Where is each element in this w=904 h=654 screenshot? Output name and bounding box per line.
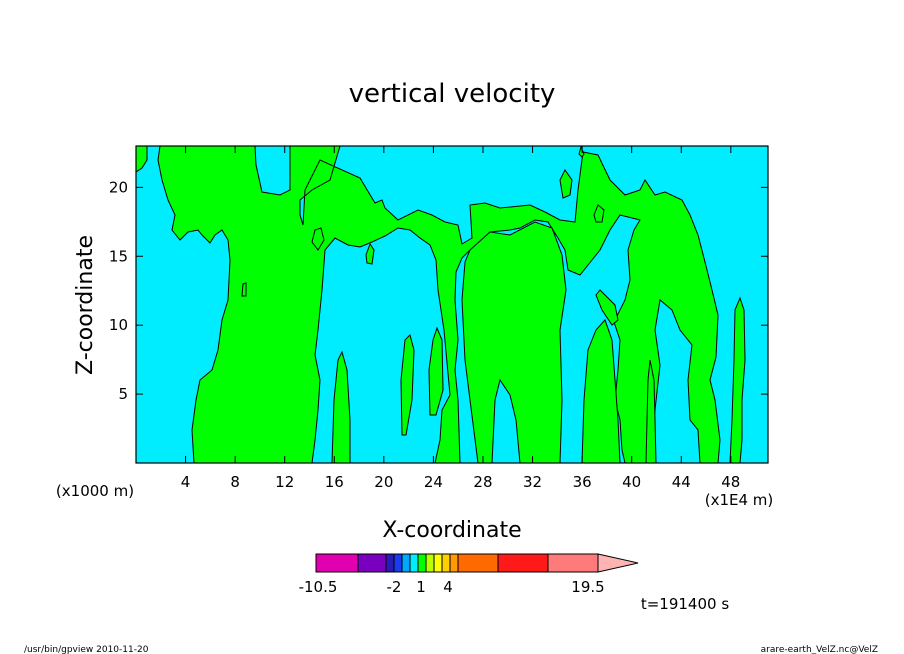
updraft-region: [729, 296, 746, 463]
updraft-region: [581, 319, 621, 463]
colorbar-swatch: [441, 553, 451, 573]
updraft-region: [595, 289, 619, 326]
colorbar-labels: -10.5 -2 1 4 19.5: [299, 578, 605, 596]
colorbar-swatch: [433, 553, 443, 573]
colorbar: [315, 553, 639, 573]
x-tick-label: 8: [230, 473, 240, 491]
y-axis-label: Z-coordinate: [73, 235, 98, 375]
updraft-region: [157, 146, 721, 463]
y-tick-label: 5: [118, 385, 128, 403]
colorbar-swatch: [409, 553, 419, 573]
x-tick-label: 36: [573, 473, 592, 491]
y-tick-label: 20: [109, 178, 128, 196]
colorbar-swatch: [449, 553, 459, 573]
x-tick-label: 24: [424, 473, 443, 491]
colorbar-label: 19.5: [571, 578, 604, 596]
footer-right: arare-earth_VelZ.nc@VelZ: [761, 645, 878, 654]
x-tick-label: 20: [374, 473, 393, 491]
updraft-region: [311, 227, 325, 251]
colorbar-label: 1: [416, 578, 426, 596]
updraft-region: [593, 204, 605, 223]
colorbar-label: -2: [387, 578, 402, 596]
colorbar-arrow: [597, 553, 639, 573]
x-unit-right: (x1E4 m): [705, 491, 774, 509]
colorbar-swatch: [425, 553, 435, 573]
y-tick-label: 15: [109, 247, 128, 265]
updraft-region: [400, 334, 415, 436]
footer-left: /usr/bin/gpview 2010-11-20: [24, 645, 149, 654]
colorbar-swatch: [547, 553, 599, 573]
updraft-region: [461, 221, 567, 463]
plot-frame: [135, 145, 769, 464]
time-label: t=191400 s: [641, 595, 729, 613]
x-tick-label: 44: [672, 473, 691, 491]
updraft-region: [559, 169, 573, 199]
colorbar-label: 4: [443, 578, 453, 596]
x-axis: 4 8 12 16 20 24 28 32 36 40 44 48: [181, 146, 740, 491]
updraft-regions: [136, 146, 746, 463]
y-axis: 5 10 15 20: [109, 178, 768, 403]
x-tick-label: 48: [721, 473, 740, 491]
colorbar-swatch: [315, 553, 359, 573]
colorbar-swatch: [401, 553, 411, 573]
colorbar-label: -10.5: [299, 578, 338, 596]
updraft-region: [428, 326, 444, 416]
x-tick-label: 16: [325, 473, 344, 491]
updraft-region: [578, 146, 585, 158]
updraft-region: [365, 242, 375, 265]
colorbar-swatch: [393, 553, 403, 573]
updraft-region: [241, 282, 247, 297]
x-tick-label: 4: [181, 473, 191, 491]
y-tick-label: 10: [109, 316, 128, 334]
x-tick-label: 12: [275, 473, 294, 491]
colorbar-swatch: [357, 553, 387, 573]
plot-area: [135, 145, 769, 464]
updraft-region: [645, 359, 657, 463]
colorbar-swatch: [457, 553, 499, 573]
chart-title: vertical velocity: [349, 79, 556, 109]
x-unit-left: (x1000 m): [56, 482, 134, 500]
colorbar-swatch: [417, 553, 427, 573]
x-tick-label: 40: [622, 473, 641, 491]
x-tick-label: 32: [523, 473, 542, 491]
updraft-region: [331, 350, 351, 463]
x-tick-label: 28: [473, 473, 492, 491]
x-axis-label: X-coordinate: [382, 518, 521, 543]
colorbar-swatch: [385, 553, 395, 573]
colorbar-swatch: [497, 553, 549, 573]
updraft-region: [136, 146, 148, 173]
